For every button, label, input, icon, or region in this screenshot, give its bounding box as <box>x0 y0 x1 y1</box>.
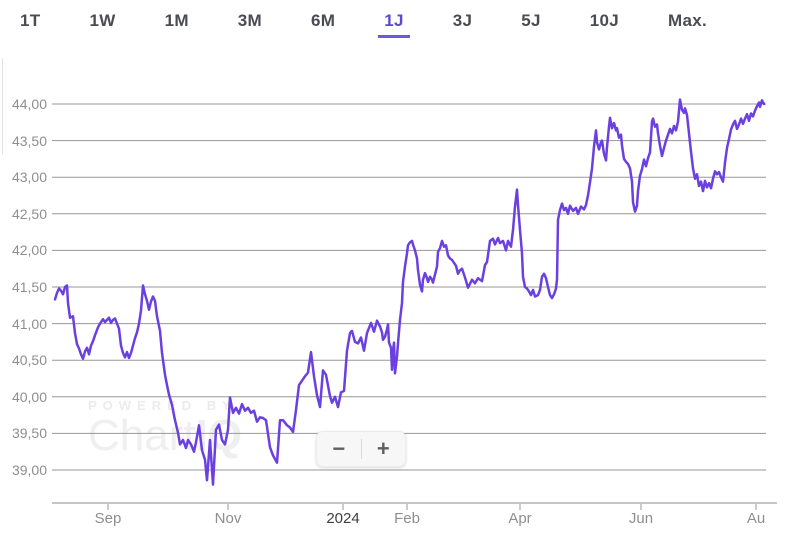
x-axis-label: Apr <box>508 510 532 527</box>
tab-1j[interactable]: 1J <box>378 10 410 38</box>
zoom-controls: − + <box>316 431 406 467</box>
tab-max[interactable]: Max. <box>662 10 713 38</box>
tab-10j[interactable]: 10J <box>584 10 625 38</box>
price-line-series <box>53 98 766 486</box>
tab-5j[interactable]: 5J <box>515 10 547 38</box>
watermark-brand-iq: IQ <box>195 411 243 460</box>
y-axis-label: 41,50 <box>11 279 47 295</box>
x-axis-label: 2024 <box>326 510 360 527</box>
range-tabs: 1T 1W 1M 3M 6M 1J 3J 5J 10J Max. <box>14 10 713 38</box>
y-axis-label: 39,50 <box>11 425 47 442</box>
y-axis-label: 44,00 <box>11 96 47 112</box>
zoom-out-button[interactable]: − <box>317 432 361 466</box>
zoom-in-button[interactable]: + <box>362 432 406 466</box>
y-axis-label: 40,50 <box>11 352 47 369</box>
y-axis-label: 43,00 <box>11 169 47 186</box>
tab-1t[interactable]: 1T <box>14 10 46 38</box>
tab-6m[interactable]: 6M <box>305 10 341 38</box>
watermark-powered-by: POWERED BY <box>88 398 237 413</box>
y-axis-label: 39,00 <box>11 462 47 478</box>
tab-1m[interactable]: 1M <box>159 10 195 38</box>
x-axis-label: Feb <box>394 510 420 527</box>
y-axis-label: 40,00 <box>11 388 47 405</box>
y-axis-label: 43,50 <box>11 132 47 149</box>
tab-1w[interactable]: 1W <box>83 10 121 38</box>
x-axis-label: Au <box>746 510 766 527</box>
page-edge-divider <box>2 58 3 154</box>
tab-3m[interactable]: 3M <box>232 10 268 38</box>
y-axis-label: 41,00 <box>11 315 47 332</box>
tab-3j[interactable]: 3J <box>447 10 479 38</box>
x-axis-label: Sep <box>94 510 122 527</box>
y-axis-label: 42,00 <box>11 242 47 259</box>
x-axis-label: Nov <box>214 510 242 527</box>
x-axis-label: Jun <box>628 510 654 527</box>
y-axis-label: 42,50 <box>11 205 47 222</box>
zoom-divider <box>360 439 362 459</box>
